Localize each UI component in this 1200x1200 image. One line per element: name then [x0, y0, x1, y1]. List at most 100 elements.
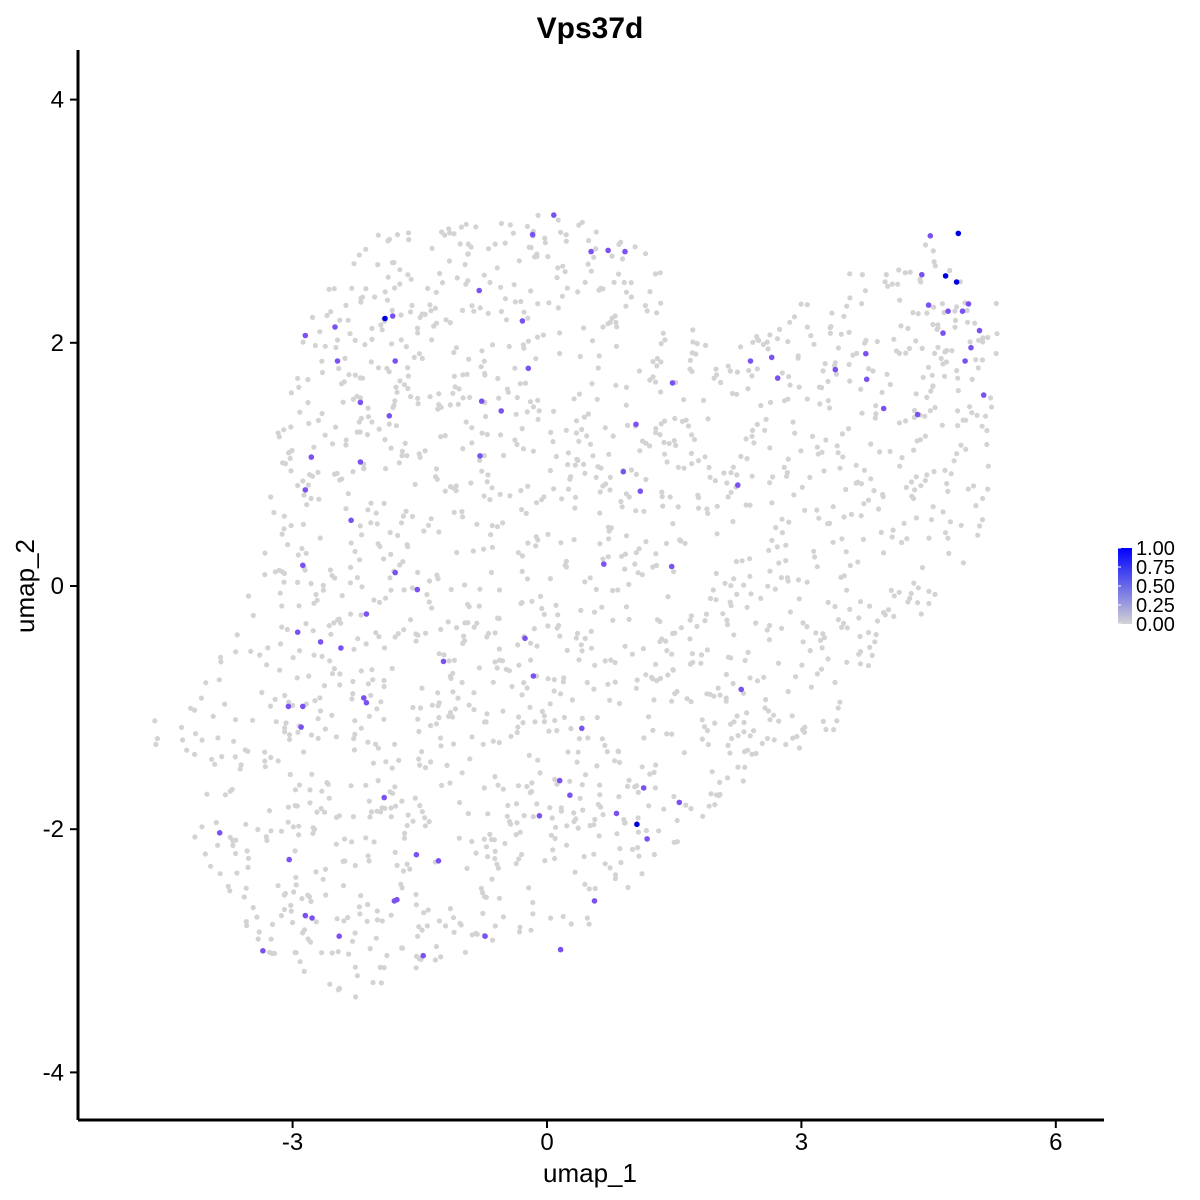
cell-point: [783, 741, 789, 748]
cell-point: [233, 649, 239, 655]
cell-point: [584, 915, 590, 921]
colorbar-label: 0.25: [1136, 595, 1175, 617]
cell-point: [666, 440, 672, 447]
cell-point: [907, 269, 913, 275]
cell-point: [415, 716, 421, 722]
expressing-cell-point: [420, 952, 427, 959]
cell-point: [698, 660, 704, 666]
cell-point: [354, 429, 360, 435]
cell-point: [859, 301, 865, 307]
cell-point: [429, 702, 435, 708]
x-axis-label: umap_1: [543, 1158, 637, 1188]
cell-point: [821, 468, 827, 474]
cell-point: [501, 452, 507, 458]
cell-point: [210, 713, 216, 719]
cell-point: [479, 890, 486, 896]
cell-point: [513, 861, 519, 867]
cell-point: [948, 471, 954, 477]
cell-point: [524, 685, 530, 691]
cell-point: [255, 936, 261, 942]
cell-point: [238, 762, 244, 768]
cell-point: [520, 446, 527, 452]
cell-point: [152, 718, 158, 724]
cell-point: [985, 463, 991, 469]
cell-point: [346, 951, 352, 957]
cell-point: [297, 959, 303, 965]
cell-point: [982, 413, 989, 419]
cell-point: [689, 651, 696, 657]
cell-point: [728, 583, 734, 589]
expressing-cell-point: [361, 695, 367, 701]
y-tick-label: -2: [43, 816, 64, 843]
cell-point: [695, 492, 701, 498]
cell-point: [733, 558, 740, 565]
cell-point: [505, 802, 511, 809]
cell-point: [442, 923, 449, 929]
cell-point: [713, 597, 719, 603]
cell-point: [658, 389, 664, 395]
cell-point: [823, 726, 829, 733]
cell-point: [931, 259, 937, 265]
cell-point: [337, 682, 343, 688]
cell-point: [292, 803, 298, 809]
cell-point: [400, 559, 406, 565]
cell-point: [958, 442, 964, 448]
cell-point: [604, 749, 610, 755]
cell-point: [438, 434, 444, 440]
cell-point: [637, 448, 643, 454]
cell-point: [607, 487, 613, 493]
cell-point: [931, 468, 937, 475]
cell-point: [767, 480, 773, 486]
cell-point: [535, 416, 541, 422]
cell-point: [425, 522, 432, 528]
cell-point: [521, 309, 527, 315]
cell-point: [573, 418, 580, 424]
cell-point: [942, 530, 949, 536]
cell-point: [898, 323, 904, 329]
cell-point: [813, 630, 819, 636]
cell-point: [597, 782, 603, 788]
cell-point: [394, 232, 401, 238]
cell-point: [349, 839, 355, 845]
cell-point: [519, 507, 525, 513]
cell-point: [702, 454, 708, 460]
cell-point: [227, 788, 233, 794]
cell-point: [362, 342, 368, 348]
cell-point: [524, 783, 530, 790]
cell-point: [724, 622, 731, 628]
cell-point: [641, 735, 647, 741]
y-tick-label: 0: [51, 573, 64, 600]
cell-point: [635, 789, 641, 796]
expressing-cell-point: [285, 703, 292, 710]
cell-point: [571, 810, 577, 816]
cell-point: [548, 429, 554, 435]
cell-point: [855, 559, 861, 565]
cell-point: [606, 536, 612, 542]
cell-point: [712, 478, 719, 484]
cell-point: [435, 703, 441, 709]
cell-point: [858, 386, 864, 392]
cell-point: [910, 310, 916, 316]
cell-point: [547, 805, 553, 811]
cell-point: [277, 641, 284, 647]
cell-point: [915, 585, 921, 591]
cell-point: [681, 750, 687, 756]
cell-point: [354, 393, 360, 399]
cell-point: [398, 881, 404, 887]
expressing-cell-point: [940, 330, 946, 336]
cell-point: [555, 217, 561, 223]
cell-point: [807, 648, 813, 654]
cell-point: [308, 581, 314, 587]
cell-point: [879, 389, 885, 395]
expressing-points: [216, 212, 987, 959]
cell-point: [542, 235, 548, 241]
cell-point: [199, 824, 205, 830]
cell-point: [413, 638, 419, 644]
cell-point: [310, 830, 316, 836]
cell-point: [476, 665, 482, 671]
expressing-cell-point: [338, 645, 344, 651]
cell-point: [409, 302, 415, 308]
cell-point: [626, 777, 632, 783]
cell-point: [651, 697, 657, 703]
cell-point: [453, 625, 460, 631]
